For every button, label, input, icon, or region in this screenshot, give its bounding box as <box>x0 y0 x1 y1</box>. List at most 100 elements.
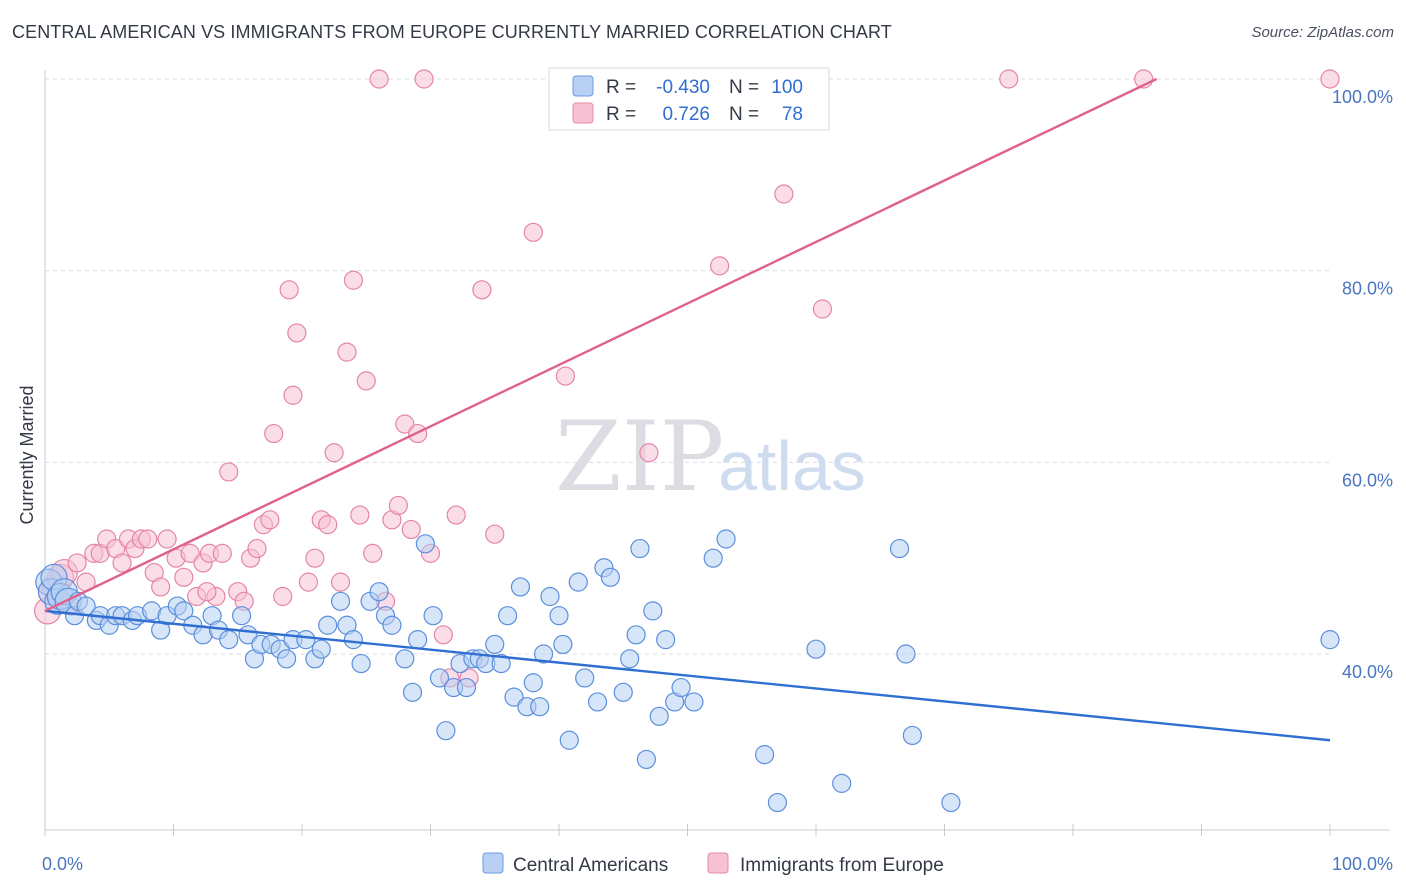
immigrants-from-europe-point-74 <box>999 69 1019 89</box>
immigrants-from-europe-point-38 <box>283 385 303 405</box>
immigrants-from-europe-point-27 <box>212 543 232 563</box>
central-americans-point-42 <box>351 653 371 674</box>
immigrants-from-europe-point-65 <box>485 524 505 544</box>
series-legend-swatch-blue <box>482 852 504 874</box>
immigrants-from-europe-point-76 <box>1320 69 1340 89</box>
central-americans-point-35 <box>296 630 316 650</box>
central-americans-point-48 <box>402 682 423 702</box>
central-americans-point-39 <box>330 591 351 611</box>
immigrants-from-europe-point-54 <box>388 495 408 516</box>
immigrants-from-europe-point-39 <box>287 323 307 343</box>
series-legend-label-central-americans: Central Americans <box>513 855 668 876</box>
immigrants-from-europe-point-51 <box>369 69 389 89</box>
central-americans-point-38 <box>318 615 338 635</box>
central-americans-point-83 <box>643 601 663 621</box>
central-americans-point-41 <box>343 630 363 650</box>
central-americans-point-75 <box>587 692 608 712</box>
central-americans-point-33 <box>276 649 297 669</box>
central-americans-trend-line <box>44 609 1331 742</box>
legend-n-label-1: N = <box>729 77 759 98</box>
central-americans-point-97 <box>902 725 922 746</box>
immigrants-from-europe-point-37 <box>279 280 299 300</box>
immigrants-from-europe-point-19 <box>157 529 177 549</box>
central-americans-point-27 <box>232 606 252 626</box>
central-americans-point-96 <box>896 644 916 664</box>
immigrants-from-europe-point-40 <box>298 572 319 592</box>
immigrants-from-europe-point-22 <box>180 543 200 563</box>
chart-title: CENTRAL AMERICAN VS IMMIGRANTS FROM EURO… <box>12 22 892 42</box>
grid-lines <box>45 78 1330 655</box>
central-americans-point-68 <box>533 644 554 664</box>
immigrants-from-europe-point-66 <box>523 222 543 242</box>
central-americans-point-49 <box>408 630 428 650</box>
legend-swatch-blue <box>572 75 594 97</box>
immigrants-from-europe-point-36 <box>273 586 293 607</box>
immigrants-from-europe-point-56 <box>401 519 421 540</box>
watermark-zip: ZIP <box>555 401 724 513</box>
immigrants-from-europe-point-77 <box>197 582 217 602</box>
immigrants-from-europe-point-64 <box>472 280 492 300</box>
immigrants-from-europe-point-72 <box>774 184 794 204</box>
immigrants-from-europe-point-50 <box>363 543 383 563</box>
immigrants-from-europe-point-49 <box>356 371 376 391</box>
central-americans-point-78 <box>613 682 633 702</box>
trend-lines <box>44 77 1331 742</box>
central-americans-point-51 <box>423 606 443 626</box>
immigrants-from-europe-trend-line <box>44 77 1158 612</box>
legend-n-value-2: 78 <box>782 104 803 125</box>
immigrants-from-europe-point-48 <box>350 505 370 525</box>
central-americans-point-67 <box>530 697 550 717</box>
series-legend-swatch-pink <box>707 852 729 874</box>
immigrants-from-europe-point-12 <box>112 553 132 573</box>
immigrants-from-europe-point-60 <box>433 625 453 645</box>
central-americans-point-98 <box>941 792 961 813</box>
central-americans-point-44 <box>369 582 389 602</box>
central-americans-point-88 <box>684 692 704 712</box>
central-americans-point-90 <box>716 529 736 549</box>
central-americans-point-71 <box>553 634 573 655</box>
correlation-legend: R = -0.430 N = 100 R = 0.726 N = 78 <box>548 67 830 131</box>
central-americans-point-93 <box>806 639 826 659</box>
series-immigrants-from-europe <box>33 69 1340 688</box>
immigrants-from-europe-point-67 <box>555 366 576 386</box>
tick-labels: 40.0% 60.0% 80.0% 100.0% 0.0% 100.0% <box>42 87 1393 874</box>
central-americans-point-92 <box>767 792 788 813</box>
central-americans-point-47 <box>395 649 415 669</box>
x-tick-label-0: 0.0% <box>42 854 83 874</box>
central-americans-point-79 <box>620 649 640 669</box>
immigrants-from-europe-point-73 <box>812 299 833 319</box>
central-americans-point-84 <box>649 706 669 726</box>
central-americans-point-53 <box>436 721 456 741</box>
immigrants-from-europe-point-18 <box>151 577 171 597</box>
immigrants-from-europe-point-47 <box>343 270 363 290</box>
series-central-americans <box>35 529 1340 813</box>
series-legend-label-immigrants-from-europe: Immigrants from Europe <box>740 855 944 876</box>
central-americans-point-69 <box>540 586 560 607</box>
immigrants-from-europe-point-43 <box>318 515 338 535</box>
central-americans-point-21 <box>174 601 194 621</box>
legend-r-label-2: R = <box>606 104 636 125</box>
central-americans-point-81 <box>630 538 650 559</box>
source-label: Source: ZipAtlas.com <box>1251 24 1394 41</box>
immigrants-from-europe-point-46 <box>337 342 357 362</box>
x-tick-label-1: 100.0% <box>1332 854 1393 874</box>
central-americans-point-99 <box>1320 630 1340 650</box>
legend-r-label-1: R = <box>606 77 636 98</box>
immigrants-from-europe-point-6 <box>67 553 87 573</box>
y-tick-label-0: 40.0% <box>1342 662 1393 682</box>
legend-r-value-2: 0.726 <box>662 104 710 125</box>
central-americans-point-60 <box>485 634 505 655</box>
central-americans-point-62 <box>498 606 518 626</box>
central-americans-point-77 <box>600 567 621 587</box>
immigrants-from-europe-point-21 <box>174 567 194 587</box>
immigrants-from-europe-point-69 <box>639 443 659 463</box>
y-tick-label-3: 100.0% <box>1332 87 1393 107</box>
y-tick-label-1: 60.0% <box>1342 470 1393 490</box>
central-americans-point-73 <box>568 572 588 592</box>
central-americans-point-89 <box>703 548 723 568</box>
central-americans-point-91 <box>754 745 775 765</box>
immigrants-from-europe-point-16 <box>138 529 158 549</box>
y-tick-label-2: 80.0% <box>1342 279 1393 299</box>
central-americans-point-26 <box>219 630 239 650</box>
